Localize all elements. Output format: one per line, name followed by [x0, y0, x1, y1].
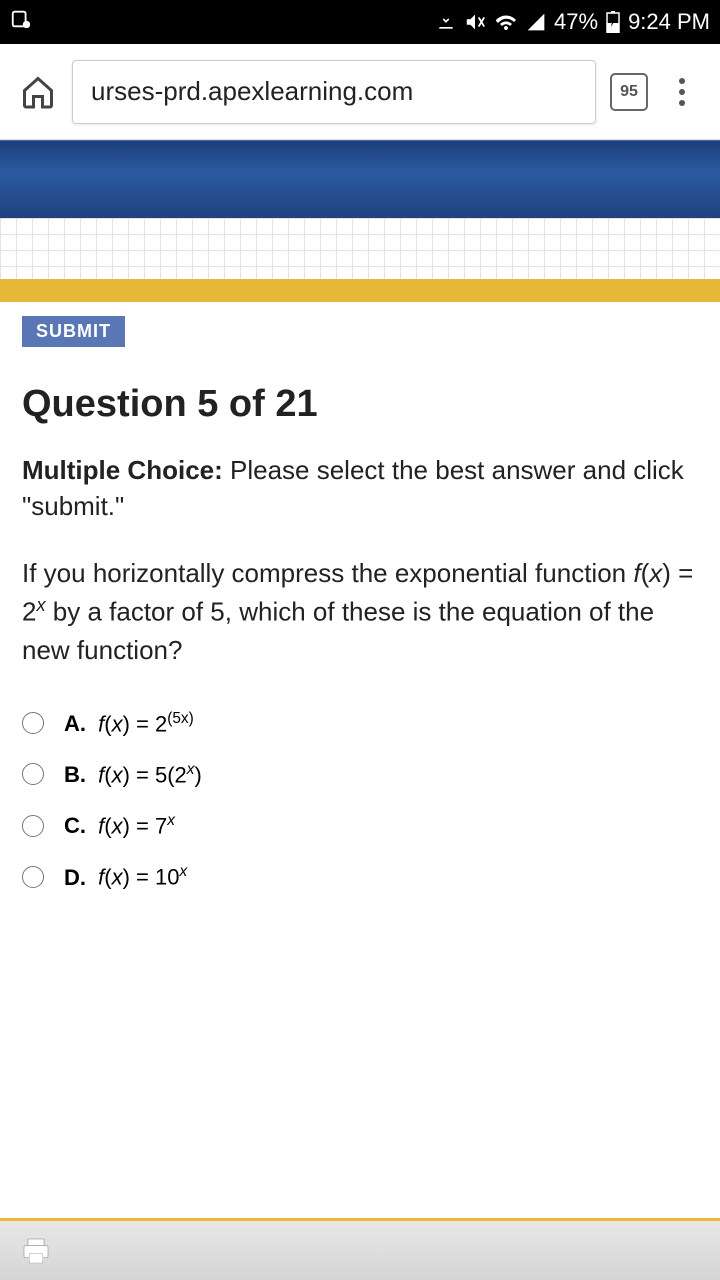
- page-footer-toolbar: [0, 1218, 720, 1280]
- page-header-banner: [0, 140, 720, 218]
- tab-count-value: 95: [620, 83, 638, 101]
- print-button[interactable]: [18, 1233, 54, 1269]
- choice-c-text: C. f(x) = 7x: [64, 812, 175, 839]
- question-content: SUBMIT Question 5 of 21 Multiple Choice:…: [0, 302, 720, 903]
- radio-d[interactable]: [22, 866, 44, 888]
- yellow-divider: [0, 282, 720, 302]
- choice-d[interactable]: D. f(x) = 10x: [22, 851, 698, 902]
- choice-d-text: D. f(x) = 10x: [64, 863, 187, 890]
- question-number-title: Question 5 of 21: [22, 383, 698, 426]
- grid-pattern-strip: [0, 218, 720, 282]
- choice-b[interactable]: B. f(x) = 5(2x): [22, 749, 698, 800]
- answer-choices: A. f(x) = 2(5x) B. f(x) = 5(2x) C. f(x) …: [22, 698, 698, 903]
- multiple-choice-instruction: Multiple Choice: Please select the best …: [22, 452, 698, 525]
- url-bar[interactable]: urses-prd.apexlearning.com: [72, 60, 596, 124]
- wifi-icon: [494, 12, 518, 32]
- choice-a-text: A. f(x) = 2(5x): [64, 710, 194, 737]
- radio-b[interactable]: [22, 763, 44, 785]
- choice-a[interactable]: A. f(x) = 2(5x): [22, 698, 698, 749]
- battery-icon: [606, 11, 620, 33]
- android-status-bar: 47% 9:24 PM: [0, 0, 720, 44]
- mute-icon: [464, 11, 486, 33]
- tab-switcher[interactable]: 95: [610, 73, 648, 111]
- choice-c[interactable]: C. f(x) = 7x: [22, 800, 698, 851]
- browser-toolbar: urses-prd.apexlearning.com 95: [0, 44, 720, 140]
- status-left-icons: [10, 8, 32, 36]
- signal-icon: [526, 12, 546, 32]
- radio-a[interactable]: [22, 712, 44, 734]
- submit-button[interactable]: SUBMIT: [22, 316, 125, 347]
- status-right-icons: 47% 9:24 PM: [436, 9, 710, 35]
- browser-menu-button[interactable]: [662, 78, 702, 106]
- url-text: urses-prd.apexlearning.com: [91, 76, 413, 107]
- screen-record-icon: [10, 8, 32, 30]
- battery-percent: 47%: [554, 9, 598, 35]
- choice-b-text: B. f(x) = 5(2x): [64, 761, 202, 788]
- download-icon: [436, 12, 456, 32]
- question-text: If you horizontally compress the exponen…: [22, 555, 698, 670]
- clock-time: 9:24 PM: [628, 9, 710, 35]
- home-button[interactable]: [18, 72, 58, 112]
- print-icon: [20, 1235, 52, 1267]
- radio-c[interactable]: [22, 815, 44, 837]
